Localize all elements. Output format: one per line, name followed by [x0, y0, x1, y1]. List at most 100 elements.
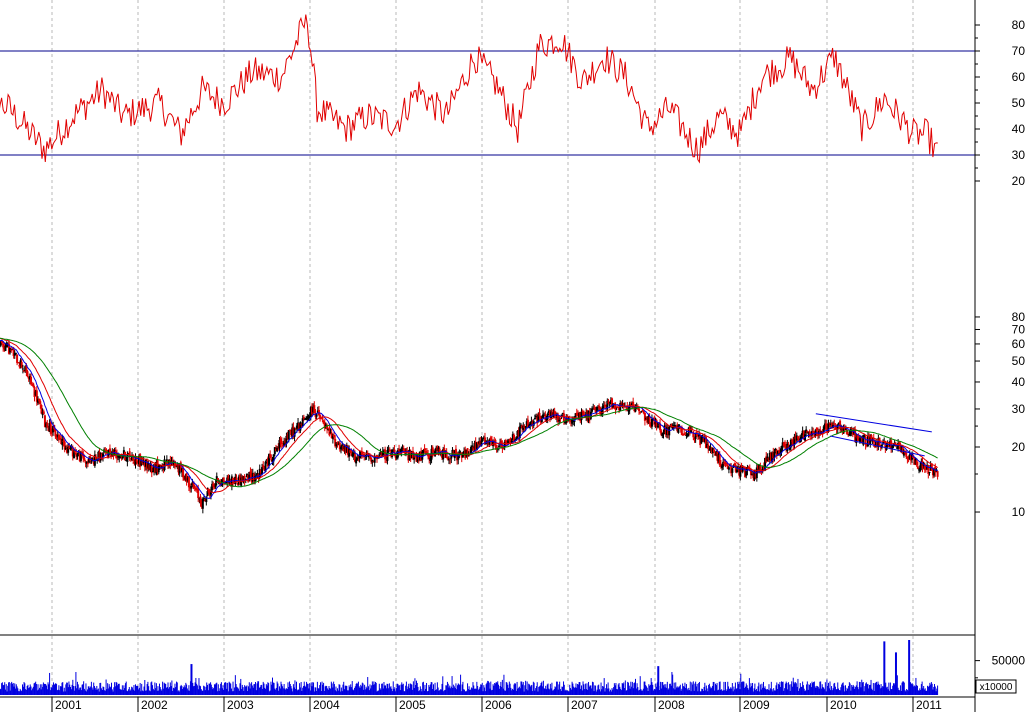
candle-body: [547, 410, 550, 414]
candle-body: [291, 427, 294, 437]
candle-body: [40, 405, 43, 414]
candle-body: [739, 466, 742, 477]
candle-body: [120, 455, 123, 457]
candle-body: [30, 376, 33, 385]
candle-body: [687, 427, 690, 434]
candle-body: [99, 452, 102, 461]
candle-body: [21, 368, 24, 370]
oscillator-line: [0, 14, 938, 164]
candle-body: [276, 447, 279, 452]
candle-body: [707, 444, 710, 450]
candle-body: [726, 464, 729, 470]
candle-body: [537, 414, 540, 423]
candle-body: [542, 414, 545, 418]
candle-body: [331, 436, 334, 439]
candle-body: [320, 417, 323, 419]
volume-unit-box: [975, 679, 1017, 694]
candle-body: [264, 461, 267, 472]
candle-body: [649, 422, 652, 427]
candle-body: [571, 419, 574, 424]
candle-body: [521, 425, 524, 428]
candle-body: [394, 455, 397, 458]
candle-body: [907, 459, 910, 461]
candle-body: [4, 345, 7, 351]
candle-body: [11, 349, 14, 351]
candle-body: [580, 411, 583, 421]
price-tick-label-20: 20: [1012, 440, 1026, 454]
candle-body: [98, 451, 101, 462]
x-tick-label-2007: 2007: [571, 698, 598, 712]
candle-body: [25, 364, 28, 372]
candle-body: [744, 468, 747, 478]
candle-body: [642, 410, 645, 414]
candle-body: [800, 436, 803, 440]
oscillator-tick-label-20: 20: [1012, 174, 1026, 188]
candle-body: [891, 444, 894, 449]
candle-body: [645, 418, 648, 420]
candle-body: [436, 446, 439, 451]
candle-body: [74, 450, 77, 453]
candle-body: [825, 423, 828, 430]
candle-body: [176, 464, 179, 468]
candle-body: [620, 403, 623, 406]
candle-body: [854, 430, 857, 442]
candle-body: [66, 448, 69, 453]
candle-body: [358, 454, 361, 459]
candle-body: [442, 449, 445, 460]
candle-body: [663, 425, 666, 433]
candle-body: [158, 465, 161, 468]
candle-body: [175, 465, 178, 467]
candle-body: [767, 457, 770, 460]
candle-body: [602, 405, 605, 407]
candle-body: [869, 435, 872, 446]
candle-body: [601, 406, 604, 415]
candle-body: [39, 401, 42, 405]
candle-body: [856, 435, 859, 439]
candle-body: [451, 449, 454, 455]
candle-body: [356, 457, 359, 461]
candle-body: [792, 439, 795, 447]
candle-body: [196, 489, 199, 491]
volume-panel: 50000 x10000: [0, 640, 1025, 695]
candle-body: [198, 498, 201, 500]
candle-body: [443, 448, 446, 455]
candle-body: [471, 445, 474, 448]
candle-body: [568, 419, 571, 422]
x-tick-label-2008: 2008: [658, 698, 685, 712]
candle-body: [312, 406, 315, 413]
candle-body: [897, 443, 900, 450]
candle-body: [290, 429, 293, 435]
candle-body: [914, 459, 917, 465]
candle-body: [200, 502, 203, 508]
candle-body: [538, 412, 541, 417]
candle-body: [288, 429, 291, 431]
candle-body: [648, 416, 651, 424]
candle-body: [483, 437, 486, 445]
candle-body: [9, 347, 12, 353]
candle-body: [501, 444, 504, 449]
candle-body: [603, 404, 606, 407]
candle-body: [365, 452, 368, 458]
candle-body: [163, 459, 166, 471]
candle-body: [606, 400, 609, 410]
candle-body: [380, 451, 383, 457]
candle-body: [183, 476, 186, 481]
candle-body: [671, 427, 674, 429]
candle-body: [219, 482, 222, 485]
candle-body: [122, 450, 125, 455]
candle-body: [450, 455, 453, 459]
candle-body: [787, 445, 790, 449]
candle-body: [600, 412, 603, 414]
price-tick-label-70: 70: [1012, 322, 1026, 336]
candle-body: [149, 463, 152, 472]
price-tick-label-60: 60: [1012, 337, 1026, 351]
candle-body: [429, 457, 432, 461]
candle-body: [685, 434, 688, 436]
candle-body: [833, 423, 836, 425]
candle-body: [147, 462, 150, 468]
candle-body: [110, 452, 113, 458]
candle-body: [278, 440, 281, 449]
candle-body: [899, 446, 902, 452]
candle-body: [238, 475, 241, 485]
